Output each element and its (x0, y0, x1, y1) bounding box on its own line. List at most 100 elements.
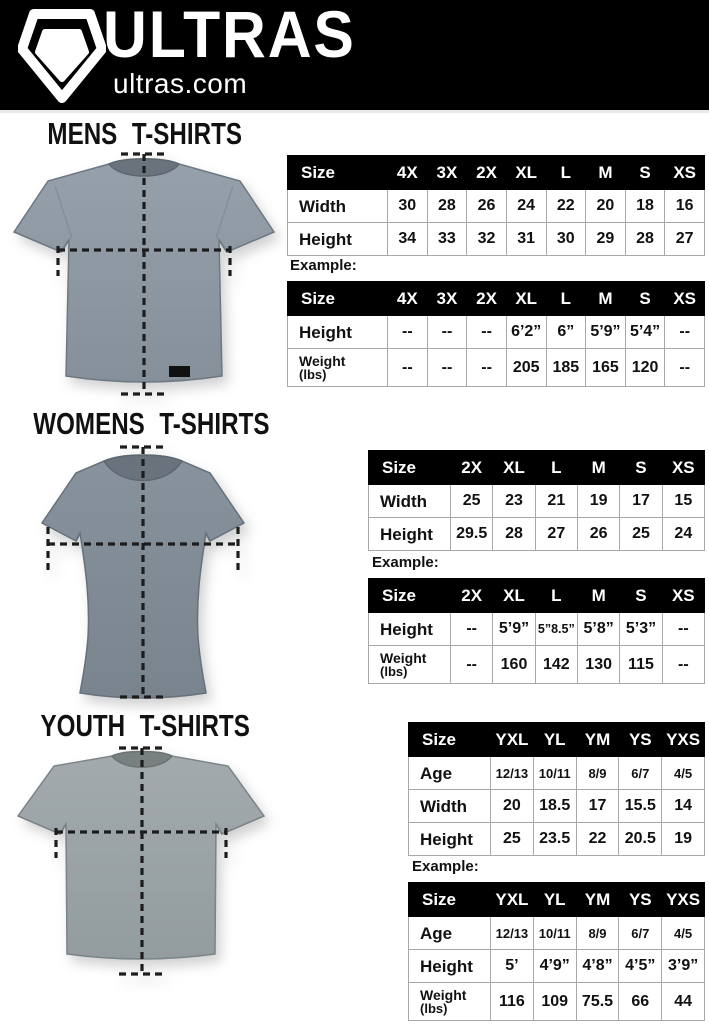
table-cell: 29 (585, 222, 626, 256)
table-cell: 5’3” (619, 612, 663, 646)
row-label: Height (408, 822, 491, 856)
table-cell: 17 (575, 789, 620, 823)
table-cell: 185 (545, 348, 587, 387)
table-cell: 28 (624, 222, 666, 256)
ultras-logo-icon (18, 9, 106, 103)
womens-example-label: Example: (372, 554, 439, 571)
table-cell: 4’9” (532, 949, 577, 983)
column-header: YXS (661, 882, 705, 917)
table-cell: -- (426, 315, 468, 349)
row-label: Weight (lbs) (408, 982, 491, 1021)
table-cell: 5’9” (492, 612, 536, 646)
column-header: M (585, 281, 626, 316)
table-cell: 23 (492, 484, 536, 518)
column-header: YL (532, 882, 577, 917)
column-header: YS (618, 882, 663, 917)
column-header: YM (575, 882, 620, 917)
column-header: M (576, 578, 621, 613)
table-cell: 3’9” (661, 949, 705, 983)
table-cell: -- (449, 645, 494, 684)
column-header: L (534, 450, 578, 485)
table-cell: 12/13 (490, 756, 534, 790)
column-header: Size (368, 450, 451, 485)
column-header: L (545, 155, 587, 190)
table-cell: -- (466, 348, 507, 387)
measurement-lines (46, 445, 240, 699)
table-cell: 75.5 (575, 982, 620, 1021)
table-cell: 21 (534, 484, 578, 518)
table-cell: 27 (664, 222, 705, 256)
column-header: Size (287, 281, 388, 316)
table-cell: 8/9 (575, 756, 620, 790)
youth-size-table: Size YXL YL YM YS YXS Age 12/13 10/11 8/9 6/7 4/5 Wi… (408, 722, 705, 856)
table-cell: 24 (505, 189, 547, 223)
column-header: Size (287, 155, 388, 190)
table-cell: 25 (619, 517, 663, 551)
row-label: Width (368, 484, 451, 518)
table-cell: 18 (624, 189, 666, 223)
mens-size-table: Size 4X 3X 2X XL L M S XS Width 30 28 26 24 22 20 18 16 He… (287, 155, 705, 256)
table-cell: -- (426, 348, 468, 387)
table-cell: 5’8” (576, 612, 621, 646)
mens-example-label: Example: (290, 257, 357, 274)
table-cell: 160 (492, 645, 536, 684)
youth-tshirt-image (16, 746, 266, 976)
column-header: Size (408, 722, 491, 757)
table-cell: 28 (492, 517, 536, 551)
mens-tshirt-image (12, 152, 276, 396)
column-header: XS (664, 281, 705, 316)
table-cell: 8/9 (575, 916, 620, 950)
row-label: Height (368, 612, 451, 646)
table-cell: -- (387, 315, 428, 349)
table-cell: 31 (505, 222, 547, 256)
column-header: 2X (449, 450, 494, 485)
column-header: XL (505, 281, 547, 316)
table-cell: 5’ (490, 949, 534, 983)
column-header: S (619, 578, 663, 613)
table-cell: 14 (661, 789, 705, 823)
table-cell: 30 (545, 222, 587, 256)
youth-section-heading: YOUTH T-SHIRTS (40, 708, 250, 743)
column-header: M (576, 450, 621, 485)
table-cell: 33 (426, 222, 468, 256)
row-label: Width (408, 789, 491, 823)
table-cell: 19 (576, 484, 621, 518)
table-cell: 115 (619, 645, 663, 684)
table-cell: 205 (505, 348, 547, 387)
table-cell: 25 (449, 484, 494, 518)
table-cell: 17 (619, 484, 663, 518)
column-header: S (624, 155, 666, 190)
column-header: 2X (449, 578, 494, 613)
column-header: 3X (426, 281, 468, 316)
table-cell: 5’9” (585, 315, 626, 349)
table-cell: 10/11 (532, 756, 577, 790)
womens-example-table: Size 2X XL L M S XS Height -- 5’9” 5”8.5” 5’8” 5’3” -… (368, 578, 706, 684)
column-header: S (624, 281, 666, 316)
column-header: S (619, 450, 663, 485)
table-cell: 116 (490, 982, 534, 1021)
mens-section-heading: MENS T-SHIRTS (47, 116, 243, 151)
table-cell: 24 (661, 517, 706, 551)
column-header: XL (492, 578, 536, 613)
table-cell: -- (466, 315, 507, 349)
column-header: L (534, 578, 578, 613)
table-cell: 165 (585, 348, 626, 387)
table-cell: -- (387, 348, 428, 387)
table-cell: -- (661, 612, 706, 646)
row-label: Height (368, 517, 451, 551)
column-header: 4X (387, 281, 428, 316)
measurement-lines (56, 152, 232, 396)
table-cell: 5”8.5” (534, 612, 578, 646)
youth-example-table: Size YXL YL YM YS YXS Age 12/13 10/11 8/9 6/7 4/5 He… (408, 882, 705, 1021)
table-cell: 28 (426, 189, 468, 223)
row-label: Height (408, 949, 491, 983)
row-label: Weight (lbs) (287, 348, 388, 387)
table-cell: 22 (545, 189, 587, 223)
column-header: M (585, 155, 626, 190)
table-cell: 20 (585, 189, 626, 223)
womens-tshirt-image (40, 445, 246, 699)
table-cell: 44 (661, 982, 705, 1021)
table-cell: 22 (575, 822, 620, 856)
table-cell: 4/5 (661, 916, 705, 950)
